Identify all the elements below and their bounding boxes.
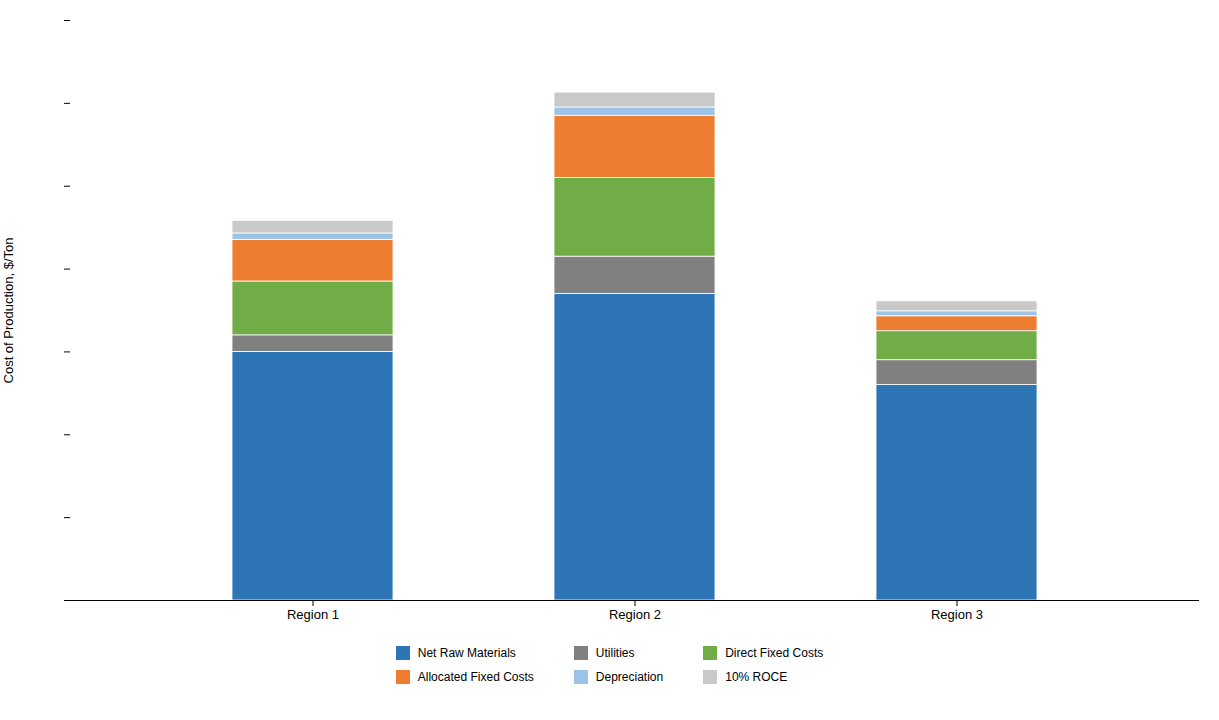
html-text:Utilities: Utilities xyxy=(595,646,635,660)
svg-text:Region 2: Region 2 xyxy=(609,607,661,622)
html-text:Allocated Fixed Costs: Allocated Fixed Costs xyxy=(417,670,534,684)
svg-text:Region 1: Region 1 xyxy=(287,607,339,622)
svg-text:Region 3: Region 3 xyxy=(931,607,983,622)
html-text:Direct Fixed Costs: Direct Fixed Costs xyxy=(725,646,824,660)
html-text:Depreciation: Depreciation xyxy=(595,670,664,684)
html-text:10% ROCE: 10% ROCE xyxy=(725,670,788,684)
html-text:Net Raw Materials: Net Raw Materials xyxy=(417,646,516,660)
svg-text:Cost of Production, $/Ton: Cost of Production, $/Ton xyxy=(1,238,16,384)
